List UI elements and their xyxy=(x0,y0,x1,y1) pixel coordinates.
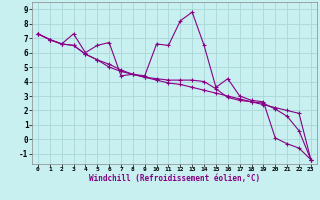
X-axis label: Windchill (Refroidissement éolien,°C): Windchill (Refroidissement éolien,°C) xyxy=(89,174,260,183)
